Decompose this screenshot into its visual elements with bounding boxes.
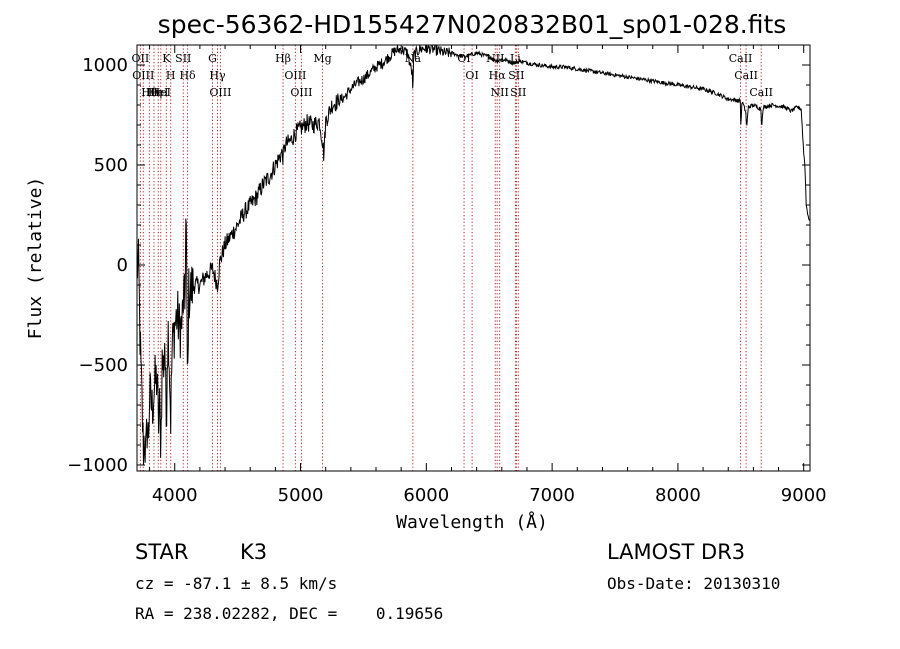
y-tick-label: −1000 xyxy=(67,455,128,476)
y-tick-label: −500 xyxy=(79,355,128,376)
x-tick-label: 4000 xyxy=(152,485,198,506)
survey-label: LAMOST DR3 xyxy=(607,540,746,564)
line-marker-label: SII xyxy=(175,52,191,65)
plot-frame xyxy=(136,44,811,472)
line-marker-label: OIII xyxy=(209,86,231,99)
line-markers xyxy=(139,45,762,471)
y-tick-label: 0 xyxy=(117,255,128,276)
line-marker-label: Hγ xyxy=(209,69,226,82)
cz-readout: cz = -87.1 ± 8.5 km/s xyxy=(135,574,338,593)
axis-ticks xyxy=(137,45,810,471)
line-marker-label: H xyxy=(166,69,176,82)
subclass-label: K3 xyxy=(240,540,268,564)
line-marker-label: OI xyxy=(465,69,478,82)
line-marker-label: OII xyxy=(132,52,150,65)
line-marker-label: Hδ xyxy=(179,69,196,82)
x-tick-label: 9000 xyxy=(781,485,827,506)
flux-series-line xyxy=(137,45,810,465)
axis-tick-labels: 4000 5000 6000 7000 8000 9000 −1000 −500 0 500 100… xyxy=(67,55,827,506)
x-tick-label: 7000 xyxy=(529,485,575,506)
x-tick-label: 8000 xyxy=(655,485,701,506)
obs-date: Obs-Date: 20130310 xyxy=(607,574,781,593)
line-marker-label: Hα xyxy=(489,69,507,82)
line-marker-label: SII xyxy=(510,86,526,99)
class-label: STAR xyxy=(135,540,189,564)
line-marker-label: NII xyxy=(491,86,509,99)
chart-title: spec-56362-HD155427N020832B01_sp01-028.f… xyxy=(158,10,787,39)
line-marker-label: CaII xyxy=(729,52,753,65)
line-marker-label: OIII xyxy=(132,69,154,82)
line-marker-label: CaII xyxy=(749,86,773,99)
line-marker-labels: OIIOIIIHθHηHeIHeIKHSIIHδGHγOIIIHβOIIIOII… xyxy=(132,52,773,99)
line-marker-label: HeI xyxy=(148,86,168,99)
line-marker-label: Li xyxy=(510,52,521,65)
line-marker-label: Hη xyxy=(146,86,162,99)
line-marker-label: Mg xyxy=(313,52,331,65)
line-marker-label: K xyxy=(162,52,171,65)
y-tick-label: 1000 xyxy=(82,55,128,76)
line-marker-label: CaII xyxy=(734,69,758,82)
x-tick-label: 6000 xyxy=(403,485,449,506)
line-marker-label: OIII xyxy=(284,69,306,82)
ra-dec-readout: RA = 238.02282, DEC = 0.19656 xyxy=(135,604,444,623)
x-axis-label: Wavelength (Å) xyxy=(396,511,548,533)
line-marker-label: HeI xyxy=(151,86,171,99)
y-tick-label: 500 xyxy=(94,155,128,176)
line-marker-label: Hβ xyxy=(275,52,291,65)
line-marker-label: SII xyxy=(508,69,524,82)
line-marker-label: NII xyxy=(486,52,504,65)
line-marker-label: G xyxy=(208,52,217,65)
line-marker-label: OIII xyxy=(290,86,312,99)
y-axis-label: Flux (relative) xyxy=(25,177,46,340)
line-marker-label: Hθ xyxy=(141,86,158,99)
x-tick-label: 5000 xyxy=(278,485,324,506)
